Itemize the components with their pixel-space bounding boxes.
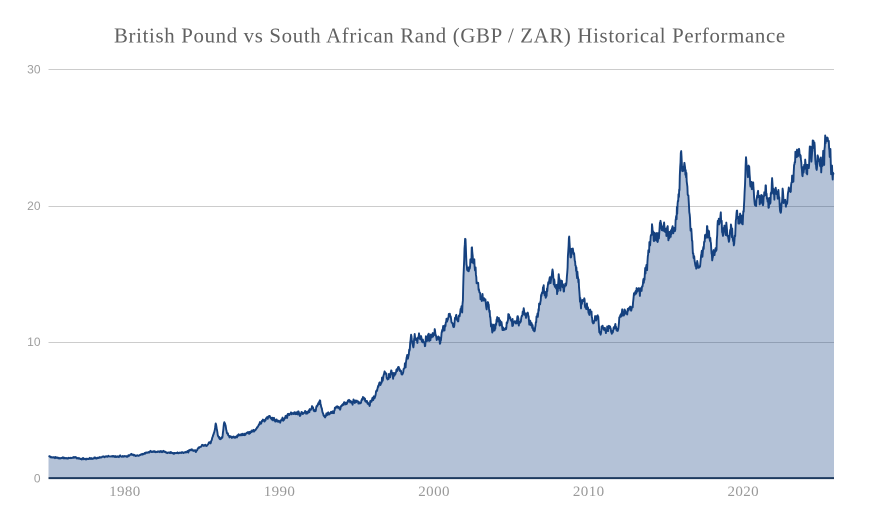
svg-text:10: 10 (27, 335, 41, 349)
svg-text:British Pound vs South African: British Pound vs South African Rand (GBP… (114, 25, 786, 48)
svg-text:20: 20 (27, 199, 41, 213)
svg-text:1990: 1990 (264, 484, 296, 500)
svg-text:2010: 2010 (573, 484, 605, 500)
svg-text:2000: 2000 (418, 484, 450, 500)
svg-text:30: 30 (27, 63, 41, 77)
svg-text:2020: 2020 (727, 484, 759, 500)
svg-text:1980: 1980 (109, 484, 141, 500)
svg-text:0: 0 (34, 471, 41, 485)
